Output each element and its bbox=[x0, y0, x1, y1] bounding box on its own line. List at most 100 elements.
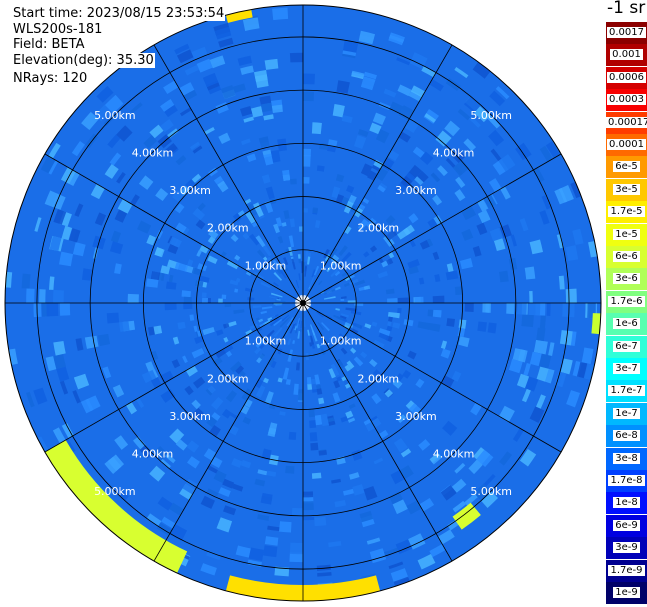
speckle-cell bbox=[222, 478, 235, 489]
speckle-cell bbox=[475, 484, 492, 502]
speckle-cell bbox=[352, 484, 365, 496]
ring-label: 2.00km bbox=[207, 372, 249, 385]
speckle-cell bbox=[249, 233, 260, 246]
speckle-cell bbox=[538, 353, 552, 369]
speckle-cell bbox=[409, 52, 428, 70]
speckle-cell bbox=[328, 247, 338, 260]
speckle-cell bbox=[558, 275, 565, 290]
speckle-cell bbox=[325, 314, 333, 320]
enhanced-region bbox=[452, 502, 481, 530]
speckle-cell bbox=[286, 317, 294, 327]
speckle-cell bbox=[160, 99, 175, 112]
speckle-cell bbox=[408, 90, 423, 102]
speckle-cell bbox=[398, 131, 411, 143]
colorbar-label-text: 1.7e-5 bbox=[608, 206, 645, 218]
speckle-cell bbox=[446, 263, 454, 273]
speckle-cell bbox=[235, 365, 245, 375]
speckle-cell bbox=[165, 281, 177, 290]
speckle-cell bbox=[343, 201, 354, 214]
speckle-cell bbox=[273, 272, 283, 281]
speckle-cell bbox=[318, 450, 328, 456]
speckle-cell bbox=[310, 442, 319, 451]
speckle-cell bbox=[309, 342, 313, 347]
speckle-cell bbox=[483, 474, 496, 487]
speckle-cell bbox=[320, 291, 325, 294]
speckle-cell bbox=[397, 414, 407, 423]
speckle-cell bbox=[345, 410, 354, 419]
speckle-cell bbox=[461, 228, 474, 241]
speckle-cell bbox=[149, 465, 166, 482]
speckle-cell bbox=[470, 402, 482, 416]
speckle-cell bbox=[218, 487, 231, 498]
speckle-cell bbox=[303, 154, 311, 167]
speckle-cell bbox=[269, 319, 280, 327]
speckle-cell bbox=[311, 472, 322, 479]
speckle-cell bbox=[130, 102, 143, 114]
speckle-cell bbox=[334, 270, 341, 277]
speckle-cell bbox=[335, 308, 340, 311]
speckle-cell bbox=[245, 270, 252, 277]
speckle-cell bbox=[313, 265, 320, 276]
speckle-cell bbox=[141, 369, 157, 384]
speckle-cell bbox=[221, 408, 232, 419]
speckle-cell bbox=[476, 449, 494, 467]
speckle-cell bbox=[277, 262, 284, 271]
speckle-cell bbox=[229, 279, 239, 286]
speckle-cell bbox=[277, 377, 283, 383]
elevation-label: Elevation(deg): 35.30 bbox=[12, 53, 155, 68]
speckle-cell bbox=[510, 234, 517, 247]
speckle-cell bbox=[349, 472, 360, 480]
speckle-cell bbox=[328, 540, 342, 548]
speckle-cell bbox=[369, 122, 382, 135]
speckle-cell bbox=[291, 507, 303, 517]
speckle-cell bbox=[446, 318, 456, 327]
speckle-cell bbox=[277, 348, 283, 355]
speckle-cell bbox=[289, 542, 303, 555]
nrays-label: NRays: 120 bbox=[12, 71, 89, 86]
speckle-cell bbox=[164, 303, 177, 311]
speckle-cell bbox=[155, 188, 169, 202]
speckle-cell bbox=[454, 286, 464, 296]
speckle-cell bbox=[235, 545, 251, 558]
speckle-cell bbox=[114, 263, 122, 275]
colorbar-label: 0.001 bbox=[606, 48, 647, 61]
speckle-cell bbox=[388, 316, 393, 322]
speckle-cell bbox=[230, 412, 238, 420]
speckle-cell bbox=[437, 529, 455, 545]
speckle-cell bbox=[174, 203, 185, 214]
speckle-cell bbox=[468, 459, 483, 475]
speckle-cell bbox=[274, 266, 282, 275]
speckle-cell bbox=[383, 88, 397, 98]
speckle-cell bbox=[104, 163, 119, 179]
speckle-cell bbox=[234, 254, 241, 261]
speckle-cell bbox=[259, 343, 265, 350]
speckle-cell bbox=[353, 135, 367, 149]
speckle-cell bbox=[186, 440, 200, 453]
speckle-cell bbox=[303, 501, 314, 511]
speckle-cell bbox=[412, 146, 425, 158]
speckle-cell bbox=[81, 111, 99, 131]
speckle-cell bbox=[278, 268, 287, 279]
speckle-cell bbox=[442, 420, 458, 436]
speckle-cell bbox=[387, 311, 400, 319]
speckle-cell bbox=[400, 448, 412, 458]
colorbar-label-text: 0.0017 bbox=[607, 27, 646, 38]
speckle-cell bbox=[68, 228, 81, 243]
speckle-cell bbox=[271, 314, 279, 319]
speckle-cell bbox=[559, 330, 573, 346]
speckle-cell bbox=[251, 221, 258, 228]
speckle-cell bbox=[146, 234, 157, 246]
colorbar-label: 1.7e-8 bbox=[606, 474, 647, 487]
speckle-cell bbox=[297, 389, 303, 401]
speckle-cell bbox=[305, 249, 309, 262]
colorbar-label: 1e-8 bbox=[606, 496, 647, 509]
speckle-cell bbox=[328, 337, 335, 345]
speckle-cell bbox=[167, 128, 179, 139]
colorbar-label: 1e-6 bbox=[606, 317, 647, 330]
ring-label: 5.00km bbox=[470, 109, 512, 122]
speckle-cell bbox=[326, 266, 332, 273]
speckle-cell bbox=[396, 57, 411, 66]
speckle-cell bbox=[388, 251, 395, 259]
speckle-cell bbox=[458, 319, 467, 329]
speckle-cell bbox=[189, 141, 201, 151]
